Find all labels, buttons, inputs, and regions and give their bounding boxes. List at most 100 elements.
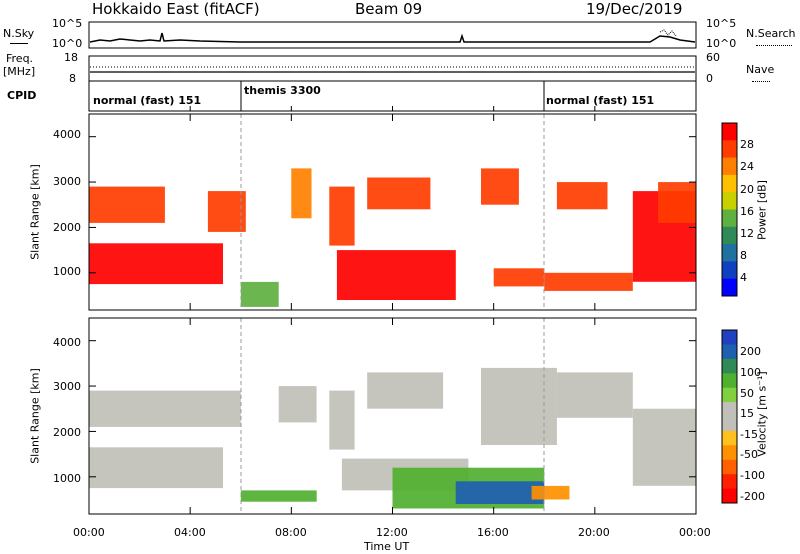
power-colorbar [721, 122, 738, 297]
velocity-echo-region-9 [367, 372, 444, 409]
velocity-echo-region-3 [278, 386, 317, 423]
power-cbar-tick-16: 16 [740, 205, 754, 218]
power-cbar-tick-20: 20 [740, 183, 754, 196]
velocity-echo-region-0 [89, 447, 223, 489]
velocity-ytick-2000: 2000 [53, 426, 81, 439]
cpid-mode-1: normal (fast) 151 [93, 94, 202, 107]
power-echo-region-1 [89, 186, 165, 223]
date-title: 19/Dec/2019 [586, 0, 683, 18]
power-colorbar-label: Power [dB] [755, 180, 769, 240]
velocity-colorbar-outline [721, 329, 738, 504]
power-echo-region-0 [89, 243, 223, 285]
velocity-colorbar-swatch-2 [722, 358, 737, 374]
power-cbar-tick-8: 8 [740, 249, 747, 262]
beam-title: Beam 09 [355, 0, 423, 18]
power-colorbar-swatch-9 [722, 278, 737, 297]
freq-tick-bottom: 8 [69, 72, 76, 85]
velocity-cbar-tick-m15: -15 [740, 428, 758, 441]
velocity-cbar-tick-m100: -100 [740, 469, 765, 482]
velocity-heatmap [89, 367, 696, 509]
power-echo-region-8 [481, 168, 519, 205]
nave-label-dots [752, 81, 770, 82]
power-colorbar-swatch-8 [722, 261, 737, 280]
xtick-4: 16:00 [477, 526, 509, 539]
velocity-echo-region-1 [89, 390, 241, 427]
velocity-colorbar-swatch-1 [722, 344, 737, 360]
power-echo-region-11 [556, 182, 608, 210]
velocity-ytick-4000: 4000 [53, 336, 81, 349]
power-colorbar-outline [721, 122, 738, 297]
power-panel [88, 113, 697, 311]
velocity-cbar-tick-m50: -50 [740, 448, 758, 461]
velocity-echo-region-8 [531, 485, 570, 500]
velocity-echo-region-12 [632, 408, 696, 486]
power-ytick-2000: 2000 [53, 221, 81, 234]
freq-tick-top: 18 [64, 51, 78, 64]
freq-label: Freq. [6, 52, 34, 65]
xtick-0: 00:00 [73, 526, 105, 539]
power-colorbar-swatch-5 [722, 209, 737, 228]
nsearch-label: N.Search [746, 27, 796, 40]
power-colorbar-swatch-6 [722, 226, 737, 245]
velocity-colorbar-swatch-4 [722, 387, 737, 403]
power-echo-region-4 [291, 168, 312, 219]
velocity-ylabel: Slant Range [km] [28, 368, 42, 464]
power-colorbar-swatch-3 [722, 174, 737, 193]
power-colorbar-swatch-1 [722, 140, 737, 159]
xtick-6: 00:00 [679, 526, 711, 539]
velocity-colorbar-swatch-11 [722, 488, 737, 504]
nave-tick-top: 60 [706, 51, 720, 64]
nave-tick-bottom: 0 [706, 72, 713, 85]
power-heatmap [89, 168, 696, 307]
velocity-colorbar-swatch-8 [722, 445, 737, 461]
xtick-2: 08:00 [275, 526, 307, 539]
xaxis-label: Time UT [364, 540, 410, 553]
cpid-mode-2: themis 3300 [244, 84, 321, 97]
velocity-ytick-1000: 1000 [53, 472, 81, 485]
velocity-panel [88, 317, 697, 515]
power-cbar-tick-12: 12 [740, 227, 754, 240]
velocity-cbar-tick-m200: -200 [740, 490, 765, 503]
velocity-echo-region-11 [556, 372, 633, 418]
nsky-panel [88, 21, 697, 49]
velocity-cbar-tick-50: 50 [740, 387, 754, 400]
power-cbar-tick-28: 28 [740, 138, 754, 151]
power-ytick-1000: 1000 [53, 265, 81, 278]
nsearch-trace [659, 29, 677, 37]
power-echo-region-7 [367, 177, 431, 210]
power-colorbar-swatch-4 [722, 192, 737, 210]
velocity-colorbar-label: Velocity [m s⁻¹] [755, 371, 769, 457]
power-ylabel: Slant Range [km] [28, 164, 42, 260]
power-ytick-3000: 3000 [53, 175, 81, 188]
velocity-echo-region-2 [240, 490, 317, 502]
velocity-colorbar [721, 329, 738, 504]
velocity-colorbar-swatch-0 [722, 330, 737, 345]
velocity-cbar-tick-100: 100 [740, 366, 761, 379]
nsky-right-tick-bottom: 10^0 [706, 37, 737, 50]
power-echo-region-3 [240, 281, 279, 307]
velocity-colorbar-swatch-7 [722, 430, 737, 446]
xtick-3: 12:00 [376, 526, 408, 539]
velocity-echo-region-10 [481, 367, 557, 445]
velocity-echo-region-4 [329, 390, 355, 450]
velocity-colorbar-swatch-10 [722, 474, 737, 490]
velocity-colorbar-swatch-6 [722, 416, 737, 432]
velocity-echo-region-7 [455, 481, 545, 504]
nsky-label: N.Sky [3, 27, 35, 40]
velocity-colorbar-swatch-9 [722, 459, 737, 475]
velocity-ytick-3000: 3000 [53, 380, 81, 393]
freq-frame [88, 55, 697, 82]
power-cbar-tick-24: 24 [740, 160, 754, 173]
velocity-colorbar-swatch-3 [722, 373, 737, 389]
nsky-trace [89, 32, 696, 43]
power-echo-region-5 [329, 186, 355, 246]
nave-label: Nave [746, 63, 775, 76]
freq-unit-label: [MHz] [3, 65, 36, 78]
cpid-mode-3: normal (fast) 151 [546, 94, 655, 107]
power-echo-region-2 [207, 191, 246, 232]
nsky-tick-top: 10^5 [52, 17, 83, 30]
nsearch-label-dots [756, 45, 792, 46]
velocity-cbar-tick-200: 200 [740, 345, 761, 358]
velocity-colorbar-swatch-5 [722, 402, 737, 417]
